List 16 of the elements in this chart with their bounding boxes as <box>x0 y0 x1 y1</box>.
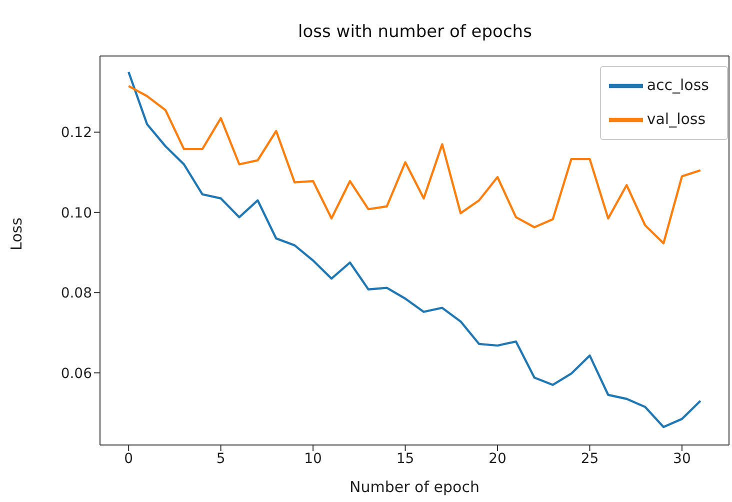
chart-title: loss with number of epochs <box>297 22 533 42</box>
y-tick-label: 0.10 <box>60 205 92 222</box>
x-tick-label: 30 <box>673 450 691 467</box>
y-tick-label: 0.06 <box>60 366 92 382</box>
x-tick-label: 5 <box>216 450 226 467</box>
legend-label: acc_loss <box>646 76 709 94</box>
y-tick-label: 0.08 <box>60 286 92 302</box>
x-tick-label: 20 <box>488 450 506 467</box>
legend-label: val_loss <box>646 110 706 128</box>
y-axis-title: Loss <box>7 217 26 250</box>
x-tick-label: 0 <box>124 450 134 467</box>
x-tick-label: 10 <box>304 450 322 467</box>
x-tick-label: 15 <box>396 450 414 467</box>
y-tick-label: 0.12 <box>60 125 92 142</box>
x-tick-label: 25 <box>580 450 599 467</box>
x-axis-title: Number of epoch <box>350 478 480 496</box>
